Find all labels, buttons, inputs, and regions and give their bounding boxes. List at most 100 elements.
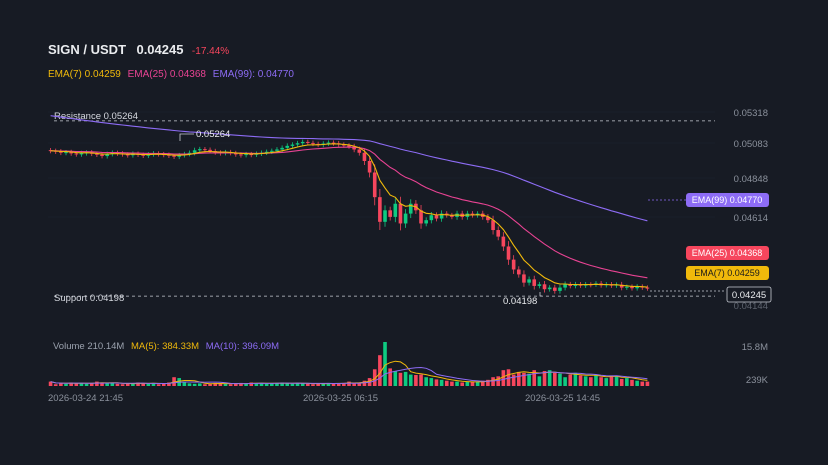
volume-bar [151, 382, 156, 386]
volume-bar [203, 384, 207, 386]
last-price: 0.04245 [136, 42, 184, 57]
candle [522, 274, 526, 283]
volume-bar [465, 381, 470, 386]
low-marker-line [539, 292, 542, 297]
candle [573, 284, 578, 286]
volume-bar [115, 383, 120, 386]
volume-bar [161, 383, 166, 386]
candle [429, 215, 434, 221]
x-tick: 2026-03-24 21:45 [48, 393, 123, 404]
volume-bar [69, 382, 73, 386]
candle [270, 150, 274, 152]
volume-bar [89, 383, 94, 386]
volume-bar [285, 383, 290, 386]
volume-bar [630, 379, 634, 386]
candle [491, 220, 495, 231]
volume-bar [532, 370, 537, 386]
volume-bar [208, 383, 212, 386]
volume-bar [486, 379, 490, 386]
candle [645, 287, 650, 289]
volume-bar [131, 383, 135, 386]
candle [295, 143, 300, 145]
volume-value: Volume 210.14M [53, 341, 125, 352]
candle [403, 213, 408, 224]
y-tick: 0.05083 [734, 139, 768, 150]
ema99-legend: EMA(99): 0.04770 [212, 69, 294, 80]
volume-bar [326, 382, 331, 386]
volume-bar [419, 374, 423, 386]
support-label: Support 0.04198 [54, 293, 124, 304]
volume-bar [470, 382, 475, 386]
volume-bar [491, 377, 495, 386]
volume-bar [249, 382, 254, 386]
volume-bar [79, 382, 84, 386]
volume-bar [625, 378, 629, 386]
candle [74, 153, 79, 155]
candle [280, 147, 284, 150]
volume-bar [547, 370, 552, 386]
volume-bar [563, 377, 567, 386]
candle [300, 141, 305, 144]
volume-bar [352, 383, 356, 386]
candle [105, 154, 109, 157]
volume-bar [511, 374, 516, 386]
volume-bar [578, 375, 583, 386]
price-change: -17.44% [191, 46, 230, 57]
candle [542, 284, 547, 290]
volume-bar [48, 381, 53, 386]
candle [100, 154, 104, 157]
candle [393, 203, 398, 217]
volume-bar [223, 383, 228, 386]
volume-bar [105, 383, 109, 386]
volume-tick: 239K [746, 375, 769, 386]
volume-bar [609, 375, 614, 386]
y-tick: 0.04614 [734, 213, 768, 224]
candle [398, 203, 403, 224]
candle [69, 152, 73, 154]
volume-bar [290, 383, 295, 386]
candle [516, 269, 521, 275]
volume-bar [619, 378, 624, 386]
volume-bar [640, 381, 645, 386]
volume-bar [254, 383, 259, 386]
x-tick: 2026-03-25 14:45 [525, 393, 600, 404]
candle [306, 141, 310, 143]
candle [470, 213, 475, 216]
volume-bar [311, 384, 315, 386]
volume-bar [280, 382, 284, 386]
volume-bar [599, 377, 603, 386]
volume-bar [568, 374, 573, 386]
pair-title: SIGN / USDT [48, 42, 127, 57]
candle [172, 155, 176, 157]
candle [532, 279, 537, 286]
candle [311, 142, 315, 144]
volume-bar [74, 383, 79, 386]
candle [625, 286, 629, 288]
candle [331, 142, 336, 144]
volume-bar [439, 379, 444, 386]
volume-bar [187, 383, 192, 386]
volume-bar [645, 381, 650, 386]
candle [439, 213, 444, 219]
candle [239, 154, 243, 156]
candle [378, 197, 382, 222]
volume-bar [480, 380, 485, 386]
candle [342, 144, 346, 146]
candle [141, 154, 145, 156]
volume-bar [342, 382, 346, 386]
candle [192, 150, 197, 153]
ema99-tag-bg [686, 193, 769, 207]
candle [197, 149, 202, 151]
volume-bar [594, 374, 598, 386]
volume-bar [398, 372, 403, 386]
ema25-tag: EMA(25) 0.04368 [692, 248, 763, 258]
volume-bar [141, 383, 145, 386]
candle [568, 284, 573, 286]
volume-bar [182, 381, 187, 386]
volume-bar [300, 383, 305, 386]
current-price-tag-bg [726, 286, 772, 303]
volume-bar [64, 383, 68, 386]
candle [208, 149, 212, 152]
volume-bar [444, 380, 449, 386]
